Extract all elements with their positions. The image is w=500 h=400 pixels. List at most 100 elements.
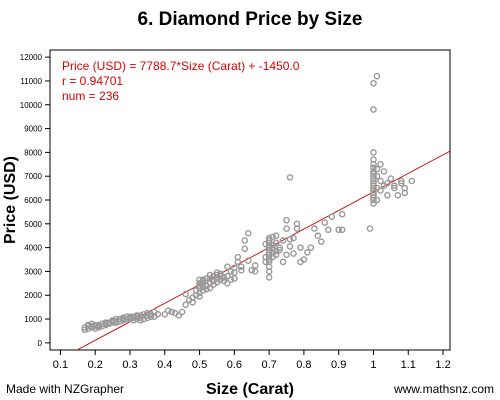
y-axis-label: Price (USD) <box>2 156 19 244</box>
data-point <box>293 220 301 228</box>
y-tick-label: 11000 <box>20 77 42 86</box>
data-point <box>265 234 273 242</box>
data-point <box>241 245 249 253</box>
data-point <box>217 270 224 278</box>
data-point <box>199 287 207 294</box>
y-tick-label: 10000 <box>20 101 43 110</box>
data-point <box>224 280 231 287</box>
data-point <box>227 276 235 284</box>
data-point <box>387 175 395 182</box>
data-point <box>272 239 280 247</box>
y-tick-label: 3000 <box>24 267 42 276</box>
data-point <box>286 243 294 250</box>
data-points <box>81 72 416 334</box>
data-point <box>203 285 210 293</box>
y-tick-label: 9000 <box>24 125 42 134</box>
data-point <box>231 275 238 282</box>
x-tick-label: 0.9 <box>331 359 346 371</box>
data-point <box>244 230 252 237</box>
data-point <box>178 308 186 316</box>
data-point <box>265 274 273 281</box>
data-point <box>238 266 245 274</box>
data-point <box>279 237 287 244</box>
data-point <box>196 293 203 300</box>
data-point <box>380 168 388 175</box>
data-point <box>401 189 409 197</box>
data-point <box>370 106 377 113</box>
data-point <box>81 326 89 334</box>
y-tick-label: 0 <box>38 339 43 348</box>
data-point <box>220 274 228 281</box>
data-point <box>234 258 242 266</box>
data-point <box>251 262 259 269</box>
x-tick-label: 0.4 <box>157 359 172 371</box>
data-point <box>161 310 169 318</box>
data-point <box>283 216 290 224</box>
data-point <box>231 264 238 272</box>
x-tick-label: 1 <box>370 359 376 371</box>
annotation-line: r = 0.94701 <box>62 74 123 88</box>
chart-title: 6. Diamond Price by Size <box>137 9 363 30</box>
data-point <box>98 320 106 328</box>
y-tick-label: 12000 <box>20 53 43 62</box>
data-point <box>290 250 297 257</box>
data-point <box>290 234 297 242</box>
data-point <box>370 200 377 207</box>
data-point <box>370 164 377 172</box>
data-point <box>248 266 256 274</box>
data-point <box>272 251 280 259</box>
data-point <box>338 226 346 234</box>
data-point <box>286 174 294 181</box>
data-point <box>116 315 123 323</box>
data-point <box>335 226 342 234</box>
data-point <box>272 232 280 240</box>
y-axis: 0 1000 2000 3000 4000 5000 6000 7000 8000 9000 100… <box>20 53 50 348</box>
y-tick-label: 5000 <box>24 220 42 229</box>
data-point <box>377 177 384 185</box>
footer-credit: Made with NZGrapher <box>6 382 125 396</box>
data-point <box>213 269 221 276</box>
y-tick-label: 2000 <box>24 291 42 300</box>
x-tick-label: 1.1 <box>401 359 416 371</box>
regression-annotations: Price (USD) = 7788.7*Size (Carat) + -145… <box>62 59 300 103</box>
data-point <box>398 180 405 187</box>
data-point <box>206 284 214 292</box>
data-point <box>168 308 176 316</box>
data-point <box>366 225 374 232</box>
data-point <box>189 299 196 306</box>
data-point <box>175 312 182 319</box>
y-tick-label: 6000 <box>24 196 42 205</box>
data-point <box>373 172 381 180</box>
data-point <box>377 160 384 168</box>
data-point <box>373 196 381 204</box>
x-tick-label: 0.3 <box>122 359 137 371</box>
data-point <box>147 313 155 320</box>
data-point <box>297 244 304 251</box>
data-point <box>276 244 283 251</box>
annotation-line: Price (USD) = 7788.7*Size (Carat) + -145… <box>62 59 300 73</box>
data-point <box>394 191 402 199</box>
data-point <box>199 276 207 284</box>
data-point <box>283 225 290 232</box>
data-point <box>224 272 231 280</box>
data-point <box>137 316 144 324</box>
data-point <box>130 316 137 324</box>
data-point <box>328 213 336 220</box>
data-point <box>140 315 148 323</box>
x-tick-label: 0.2 <box>88 359 103 371</box>
x-axis: 0.1 0.2 0.3 0.4 0.5 0.6 0.7 0.8 0.9 1 1.1 1.2 <box>53 350 451 371</box>
footer-website: www.mathsnz.com <box>393 382 494 396</box>
y-tick-label: 8000 <box>24 148 42 157</box>
x-tick-label: 0.7 <box>261 359 276 371</box>
data-point <box>227 268 235 275</box>
data-point <box>304 249 311 256</box>
data-point <box>102 320 109 328</box>
data-point <box>300 256 308 263</box>
data-point <box>276 246 283 254</box>
data-point <box>164 307 172 315</box>
x-tick-label: 1.2 <box>435 359 450 371</box>
data-point <box>224 263 231 270</box>
data-point <box>377 187 384 194</box>
x-tick-label: 0.5 <box>192 359 207 371</box>
y-tick-label: 4000 <box>24 244 42 253</box>
